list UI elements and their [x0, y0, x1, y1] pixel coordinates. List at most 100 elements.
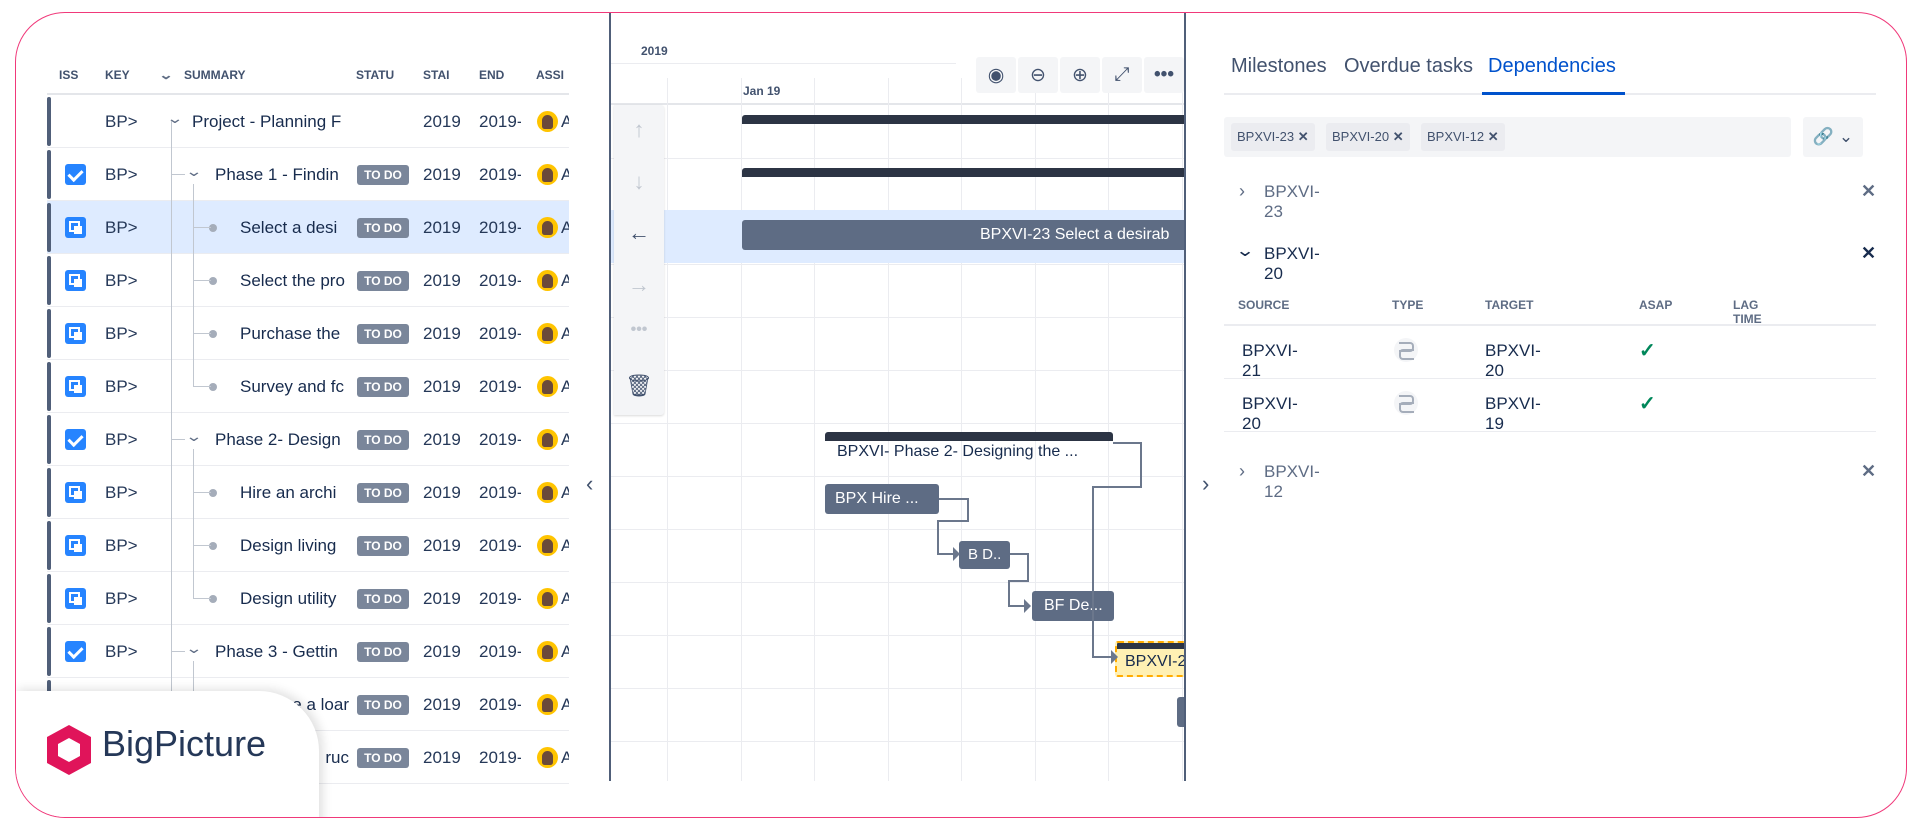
start-date[interactable]: 2019 [423, 536, 461, 555]
start-date[interactable]: 2019 [423, 218, 461, 237]
assignee-name[interactable]: A [561, 589, 569, 609]
table-row[interactable]: BP> ⌄ Phase 3 - Gettin TO DO 2019 2019- A [47, 625, 569, 678]
chevron-down-icon[interactable]: ⌄ [185, 428, 203, 444]
issue-summary[interactable]: Project - Planning F [192, 112, 342, 131]
dep-group-bpxvi-12[interactable]: BPXVI-12 [1264, 462, 1320, 501]
issue-key[interactable]: BP> [105, 589, 138, 608]
more-icon[interactable]: ••• [1144, 57, 1184, 93]
row-drag-handle[interactable] [47, 574, 51, 623]
avatar[interactable] [537, 429, 558, 450]
filter-chip[interactable]: BPXVI-12 ✕ [1421, 123, 1505, 151]
avatar[interactable] [537, 270, 558, 291]
dep-group-bpxvi-23[interactable]: BPXVI-23 [1264, 182, 1320, 221]
checkbox[interactable] [65, 164, 86, 185]
assignee-name[interactable]: A [561, 165, 569, 185]
avatar[interactable] [537, 164, 558, 185]
status-badge[interactable]: TO DO [357, 430, 409, 450]
table-row[interactable]: BP> Design living TO DO 2019 2019- A [47, 519, 569, 572]
tab-overdue-tasks[interactable]: Overdue tasks [1344, 55, 1473, 77]
link-dropdown-button[interactable]: 🔗 ⌄ [1803, 117, 1863, 157]
assignee-name[interactable]: A [561, 642, 569, 662]
row-drag-handle[interactable] [47, 521, 51, 570]
issue-filter-input[interactable] [1224, 117, 1791, 157]
status-badge[interactable]: TO DO [357, 165, 409, 185]
col-summary[interactable]: SUMMARY [184, 68, 246, 82]
issue-summary[interactable]: Select the pro [240, 271, 345, 290]
avatar[interactable] [537, 323, 558, 344]
table-row[interactable]: BP> Select a desi TO DO 2019 2019- A [47, 201, 569, 254]
table-row[interactable]: BP> Design utility TO DO 2019 2019- A [47, 572, 569, 625]
tab-milestones[interactable]: Milestones [1231, 55, 1327, 77]
summary-bar-phase2[interactable] [825, 432, 1113, 441]
chevron-down-icon[interactable]: ⌄ [1235, 241, 1256, 260]
issue-summary[interactable]: Design utility [240, 589, 337, 608]
status-badge[interactable]: TO DO [357, 218, 409, 238]
task-bar-design-living[interactable]: B D.. [959, 541, 1010, 569]
task-bar-stub[interactable] [1177, 697, 1184, 727]
row-drag-handle[interactable] [47, 256, 51, 305]
end-date[interactable]: 2019- [479, 536, 521, 555]
dep-target[interactable]: BPXVI-20 [1485, 341, 1541, 380]
more-icon[interactable]: ••• [630, 321, 648, 338]
col-start[interactable]: STAI [423, 68, 450, 82]
task-bar-design-utility[interactable]: BF De... [1032, 591, 1114, 621]
start-date[interactable]: 2019 [423, 695, 461, 714]
issue-summary[interactable]: Phase 1 - Findin [215, 165, 339, 184]
status-badge[interactable]: TO DO [357, 377, 409, 397]
arrow-right-icon[interactable]: → [628, 272, 650, 297]
close-icon[interactable]: ✕ [1487, 129, 1499, 144]
col-key[interactable]: KEY [105, 68, 130, 82]
dep-source[interactable]: BPXVI-21 [1242, 341, 1298, 380]
status-badge[interactable]: TO DO [357, 748, 409, 768]
assignee-name[interactable]: A [561, 112, 569, 132]
table-row[interactable]: BP> Purchase the TO DO 2019 2019- A [47, 307, 569, 360]
expand-right-icon[interactable]: › [1202, 471, 1210, 496]
arrow-left-icon[interactable]: ← [628, 220, 650, 245]
avatar[interactable] [537, 747, 558, 768]
issue-summary[interactable]: Survey and fc [240, 377, 344, 396]
status-badge[interactable]: TO DO [357, 324, 409, 344]
row-drag-handle[interactable] [47, 627, 51, 676]
dep-group-bpxvi-20[interactable]: BPXVI-20 [1264, 244, 1320, 283]
status-badge[interactable]: TO DO [357, 483, 409, 503]
table-row[interactable]: BP> Select the pro TO DO 2019 2019- A [47, 254, 569, 307]
close-icon[interactable]: ✕ [1861, 243, 1877, 263]
issue-key[interactable]: BP> [105, 430, 138, 449]
task-bar-hire[interactable]: BPX Hire ... [825, 484, 939, 514]
end-date[interactable]: 2019- [479, 695, 521, 714]
table-row[interactable]: BP> Survey and fc TO DO 2019 2019- A [47, 360, 569, 413]
dep-target[interactable]: BPXVI-19 [1485, 394, 1541, 433]
start-date[interactable]: 2019 [423, 324, 461, 343]
avatar[interactable] [537, 482, 558, 503]
table-row[interactable]: BP> ⌄ Phase 2- Design TO DO 2019 2019- A [47, 413, 569, 466]
zoom-in-icon[interactable]: ⊕ [1060, 57, 1100, 93]
issue-key[interactable]: BP> [105, 377, 138, 396]
status-badge[interactable]: TO DO [357, 642, 409, 662]
chevron-down-icon[interactable]: ⌄ [185, 640, 203, 656]
row-drag-handle[interactable] [47, 150, 51, 199]
start-date[interactable]: 2019 [423, 112, 461, 131]
start-date[interactable]: 2019 [423, 430, 461, 449]
dependency-type-icon[interactable] [1394, 391, 1418, 415]
end-date[interactable]: 2019- [479, 642, 521, 661]
assignee-name[interactable]: A [561, 271, 569, 291]
start-date[interactable]: 2019 [423, 377, 461, 396]
dependency-line[interactable] [1092, 442, 1142, 658]
dep-source[interactable]: BPXVI-20 [1242, 394, 1298, 433]
avatar[interactable] [537, 535, 558, 556]
filter-chip[interactable]: BPXVI-23 ✕ [1231, 123, 1315, 151]
start-date[interactable]: 2019 [423, 589, 461, 608]
start-date[interactable]: 2019 [423, 642, 461, 661]
issue-key[interactable]: BP> [105, 271, 138, 290]
status-badge[interactable]: TO DO [357, 271, 409, 291]
task-bar-bpxvi-23[interactable]: BPXVI-23 Select a desirab [742, 220, 1184, 250]
tab-dependencies[interactable]: Dependencies [1488, 55, 1616, 77]
col-assignee[interactable]: ASSI [536, 68, 565, 82]
start-date[interactable]: 2019 [423, 748, 461, 767]
table-row[interactable]: BP> ⌄ Phase 1 - Findin TO DO 2019 2019- A [47, 148, 569, 201]
row-drag-handle[interactable] [47, 203, 51, 252]
row-drag-handle[interactable] [47, 362, 51, 411]
dependency-type-icon[interactable] [1394, 338, 1418, 362]
dependency-line[interactable] [1008, 553, 1029, 607]
end-date[interactable]: 2019- [479, 430, 521, 449]
